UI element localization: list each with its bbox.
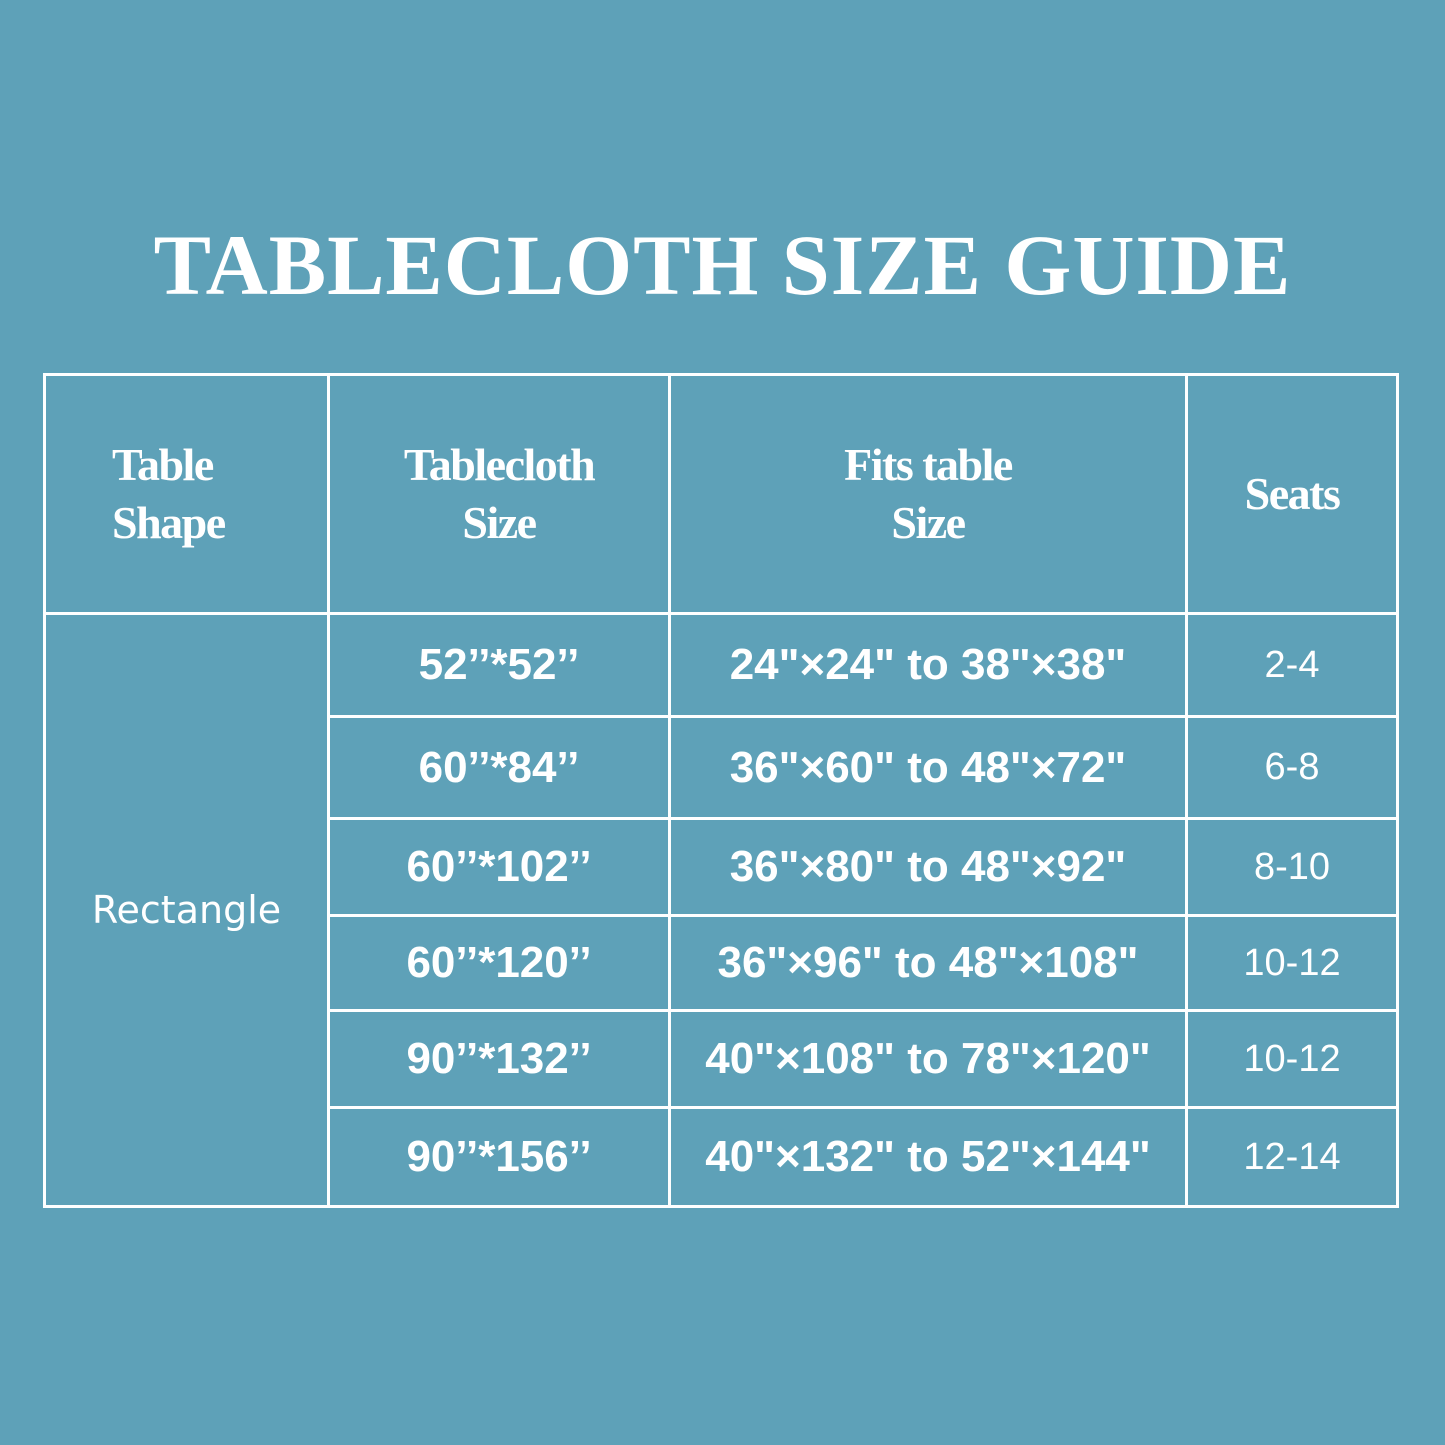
header-seats: Seats	[1185, 373, 1399, 615]
header-row: Table Shape Tablecloth Size Fits table Size…	[43, 373, 1399, 615]
size-cell: 60’’*120’’	[327, 914, 671, 1012]
size-cell: 52’’*52’’	[327, 612, 671, 718]
header-table-shape: Table Shape	[43, 373, 330, 615]
header-fits-table-size: Fits table Size	[668, 373, 1188, 615]
size-cell: 90’’*132’’	[327, 1009, 671, 1109]
seats-cell: 2-4	[1185, 612, 1399, 718]
header-line: Fits table	[844, 439, 1013, 490]
table-row: 90’’*156’’ 40"×132" to 52"×144" 12-14	[45, 1106, 1399, 1208]
table-row: 60’’*102’’ 36"×80" to 48"×92" 8-10	[45, 817, 1399, 917]
seats-cell: 10-12	[1185, 1009, 1399, 1109]
seats-cell: 6-8	[1185, 715, 1399, 820]
header-line: Size	[462, 497, 537, 548]
table-row: 60’’*120’’ 36"×96" to 48"×108" 10-12	[45, 914, 1399, 1012]
fits-cell: 36"×96" to 48"×108"	[668, 914, 1188, 1012]
size-cell: 90’’*156’’	[327, 1106, 671, 1208]
fits-cell: 36"×60" to 48"×72"	[668, 715, 1188, 820]
fits-cell: 24"×24" to 38"×38"	[668, 612, 1188, 718]
shape-cell: Rectangle	[43, 612, 330, 1208]
header-tablecloth-size: Tablecloth Size	[327, 373, 671, 615]
page-title: TABLECLOTH SIZE GUIDE	[153, 217, 1292, 313]
fits-cell: 36"×80" to 48"×92"	[668, 817, 1188, 917]
fits-cell: 40"×108" to 78"×120"	[668, 1009, 1188, 1109]
header-line: Tablecloth	[403, 439, 596, 490]
size-cell: 60’’*84’’	[327, 715, 671, 820]
fits-cell: 40"×132" to 52"×144"	[668, 1106, 1188, 1208]
table-row: Rectangle 52’’*52’’ 24"×24" to 38"×38" 2…	[43, 612, 1399, 1208]
header-line: Size	[891, 497, 966, 548]
table-row: 90’’*132’’ 40"×108" to 78"×120" 10-12	[45, 1009, 1399, 1109]
table-row: 60’’*84’’ 36"×60" to 48"×72" 6-8	[45, 715, 1399, 820]
size-guide-table: Table Shape Tablecloth Size Fits table Size…	[43, 373, 1399, 1208]
seats-cell: 8-10	[1185, 817, 1399, 917]
size-cell: 60’’*102’’	[327, 817, 671, 917]
seats-cell: 10-12	[1185, 914, 1399, 1012]
header-line: Shape	[112, 497, 226, 548]
header-line: Table	[112, 439, 214, 490]
seats-cell: 12-14	[1185, 1106, 1399, 1208]
